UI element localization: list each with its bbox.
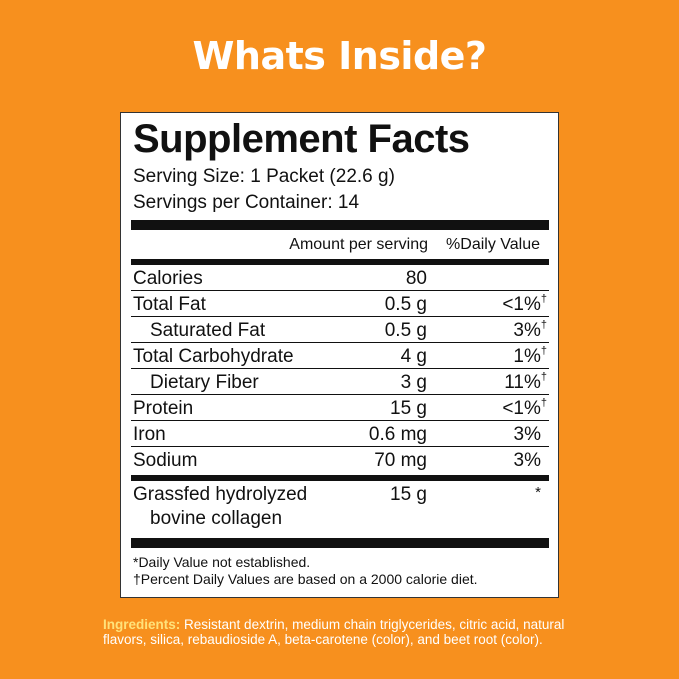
row-dv-value: 1%: [513, 346, 541, 367]
row-name: Calories: [133, 268, 203, 289]
row-name: Sodium: [133, 450, 198, 471]
column-header: %Daily Value: [446, 236, 540, 253]
row-dv-note: †: [540, 344, 547, 357]
footnote: *Daily Value not established.: [133, 554, 311, 570]
ingredients-label: Ingredients:: [103, 617, 181, 632]
divider: [131, 220, 549, 230]
row-name: Dietary Fiber: [150, 372, 259, 393]
row: Protein 15 g <1%†: [131, 395, 549, 421]
row-name: Total Fat: [133, 294, 206, 315]
facts-title: Supplement Facts: [133, 117, 470, 161]
row: Total Carbohydrate 4 g 1%†: [131, 343, 549, 369]
row-name: Iron: [133, 424, 166, 445]
row-dv: 11%†: [504, 370, 547, 394]
ingredients: Ingredients: Resistant dextrin, medium c…: [103, 617, 583, 647]
row-name: Grassfed hydrolyzed: [133, 484, 308, 505]
servings-per-container: Servings per Container: 14: [133, 192, 360, 213]
row-dv-note: †: [540, 370, 547, 383]
divider: [131, 259, 549, 265]
row-name: Saturated Fat: [150, 320, 266, 341]
row-dv: <1%†: [502, 396, 547, 420]
row-dv: <1%†: [502, 292, 547, 316]
row-dv-value: <1%: [502, 294, 541, 315]
row-amount: 3 g: [400, 372, 427, 393]
footnote: †Percent Daily Values are based on a 200…: [133, 571, 478, 587]
row: Total Fat 0.5 g <1%†: [131, 291, 549, 317]
divider: [131, 538, 549, 548]
row-dv-value: 3%: [513, 320, 541, 341]
row-dv-value: 3%: [513, 450, 541, 471]
facts-panel: Supplement Facts Serving Size: 1 Packet …: [120, 112, 559, 598]
page-title: Whats Inside?: [192, 34, 487, 78]
row-amount: 15 g: [390, 398, 427, 419]
row-dv: 1%†: [513, 344, 547, 368]
row-name: Total Carbohydrate: [133, 346, 294, 367]
row-amount: 0.5 g: [384, 320, 427, 341]
row-dv-value: <1%: [502, 398, 541, 419]
row-amount: 4 g: [400, 346, 427, 367]
row-amount: 70 mg: [374, 450, 427, 471]
ingredients-text: Resistant dextrin, medium chain triglyce…: [103, 617, 565, 647]
row-name: Protein: [133, 398, 194, 419]
row-dv-value: 3%: [513, 424, 541, 445]
row-amount: 15 g: [390, 484, 427, 505]
row-amount: 80: [405, 268, 427, 289]
row-dv-note: †: [540, 292, 547, 305]
row-dv: 3%†: [513, 318, 547, 342]
row: Calories 80: [131, 265, 549, 291]
column-header: Amount per serving: [289, 236, 428, 253]
row-dv-note: †: [540, 318, 547, 331]
row-dv: 3%: [514, 450, 541, 472]
divider: [131, 475, 549, 481]
row: Sodium 70 mg 3%: [131, 447, 549, 473]
row: Dietary Fiber 3 g 11%†: [131, 369, 549, 395]
row-amount: 0.6 mg: [368, 424, 427, 445]
row: Saturated Fat 0.5 g 3%†: [131, 317, 549, 343]
row-amount: 0.5 g: [384, 294, 427, 315]
row: Grassfed hydrolyzed bovine collagen 15 g…: [131, 481, 549, 538]
row-dv-value: 11%: [504, 372, 541, 393]
serving-size: Serving Size: 1 Packet (22.6 g): [133, 166, 395, 187]
row-dv: 3%: [514, 424, 541, 446]
row-name: bovine collagen: [150, 508, 283, 529]
row-dv: *: [535, 484, 541, 501]
row: Iron 0.6 mg 3%: [131, 421, 549, 447]
row-dv-note: †: [540, 396, 547, 409]
